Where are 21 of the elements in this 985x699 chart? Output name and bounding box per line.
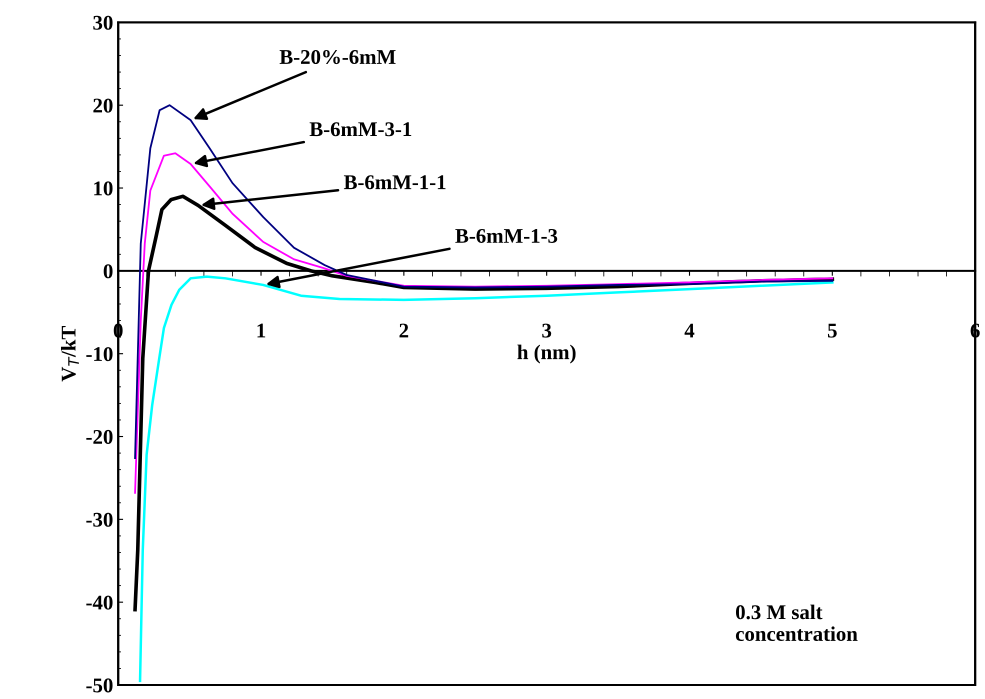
y-tick-label: -50	[86, 678, 113, 692]
x-tick-label: 5	[828, 324, 837, 338]
y-tick-label: 30	[93, 16, 113, 30]
x-tick-label: 1	[257, 324, 266, 338]
x-tick-label: 3	[542, 324, 552, 338]
y-tick-label: 10	[94, 181, 113, 196]
y-tick-label: -10	[86, 347, 113, 362]
y-tick-label: -30	[86, 512, 113, 527]
text: B-20%-6mM	[280, 50, 396, 64]
y-tick-label: 0	[104, 264, 113, 278]
annotation: 0.3 M salt concentration	[736, 604, 858, 642]
y-tick-label: -40	[86, 596, 113, 610]
x-tick-label: 4	[684, 324, 694, 338]
text: B-6mM-1-3	[455, 228, 558, 243]
y-tick-label: 20	[93, 98, 113, 113]
text: B-6mM-1-1	[344, 175, 446, 190]
y-tick-label: -20	[86, 430, 113, 444]
y-axis-title: V$_{T}$/kT	[60, 326, 79, 382]
text: B-6mM-3-1	[310, 122, 412, 136]
x-axis-title: h (nm)	[517, 344, 576, 364]
x-tick-label: 2	[400, 324, 408, 338]
